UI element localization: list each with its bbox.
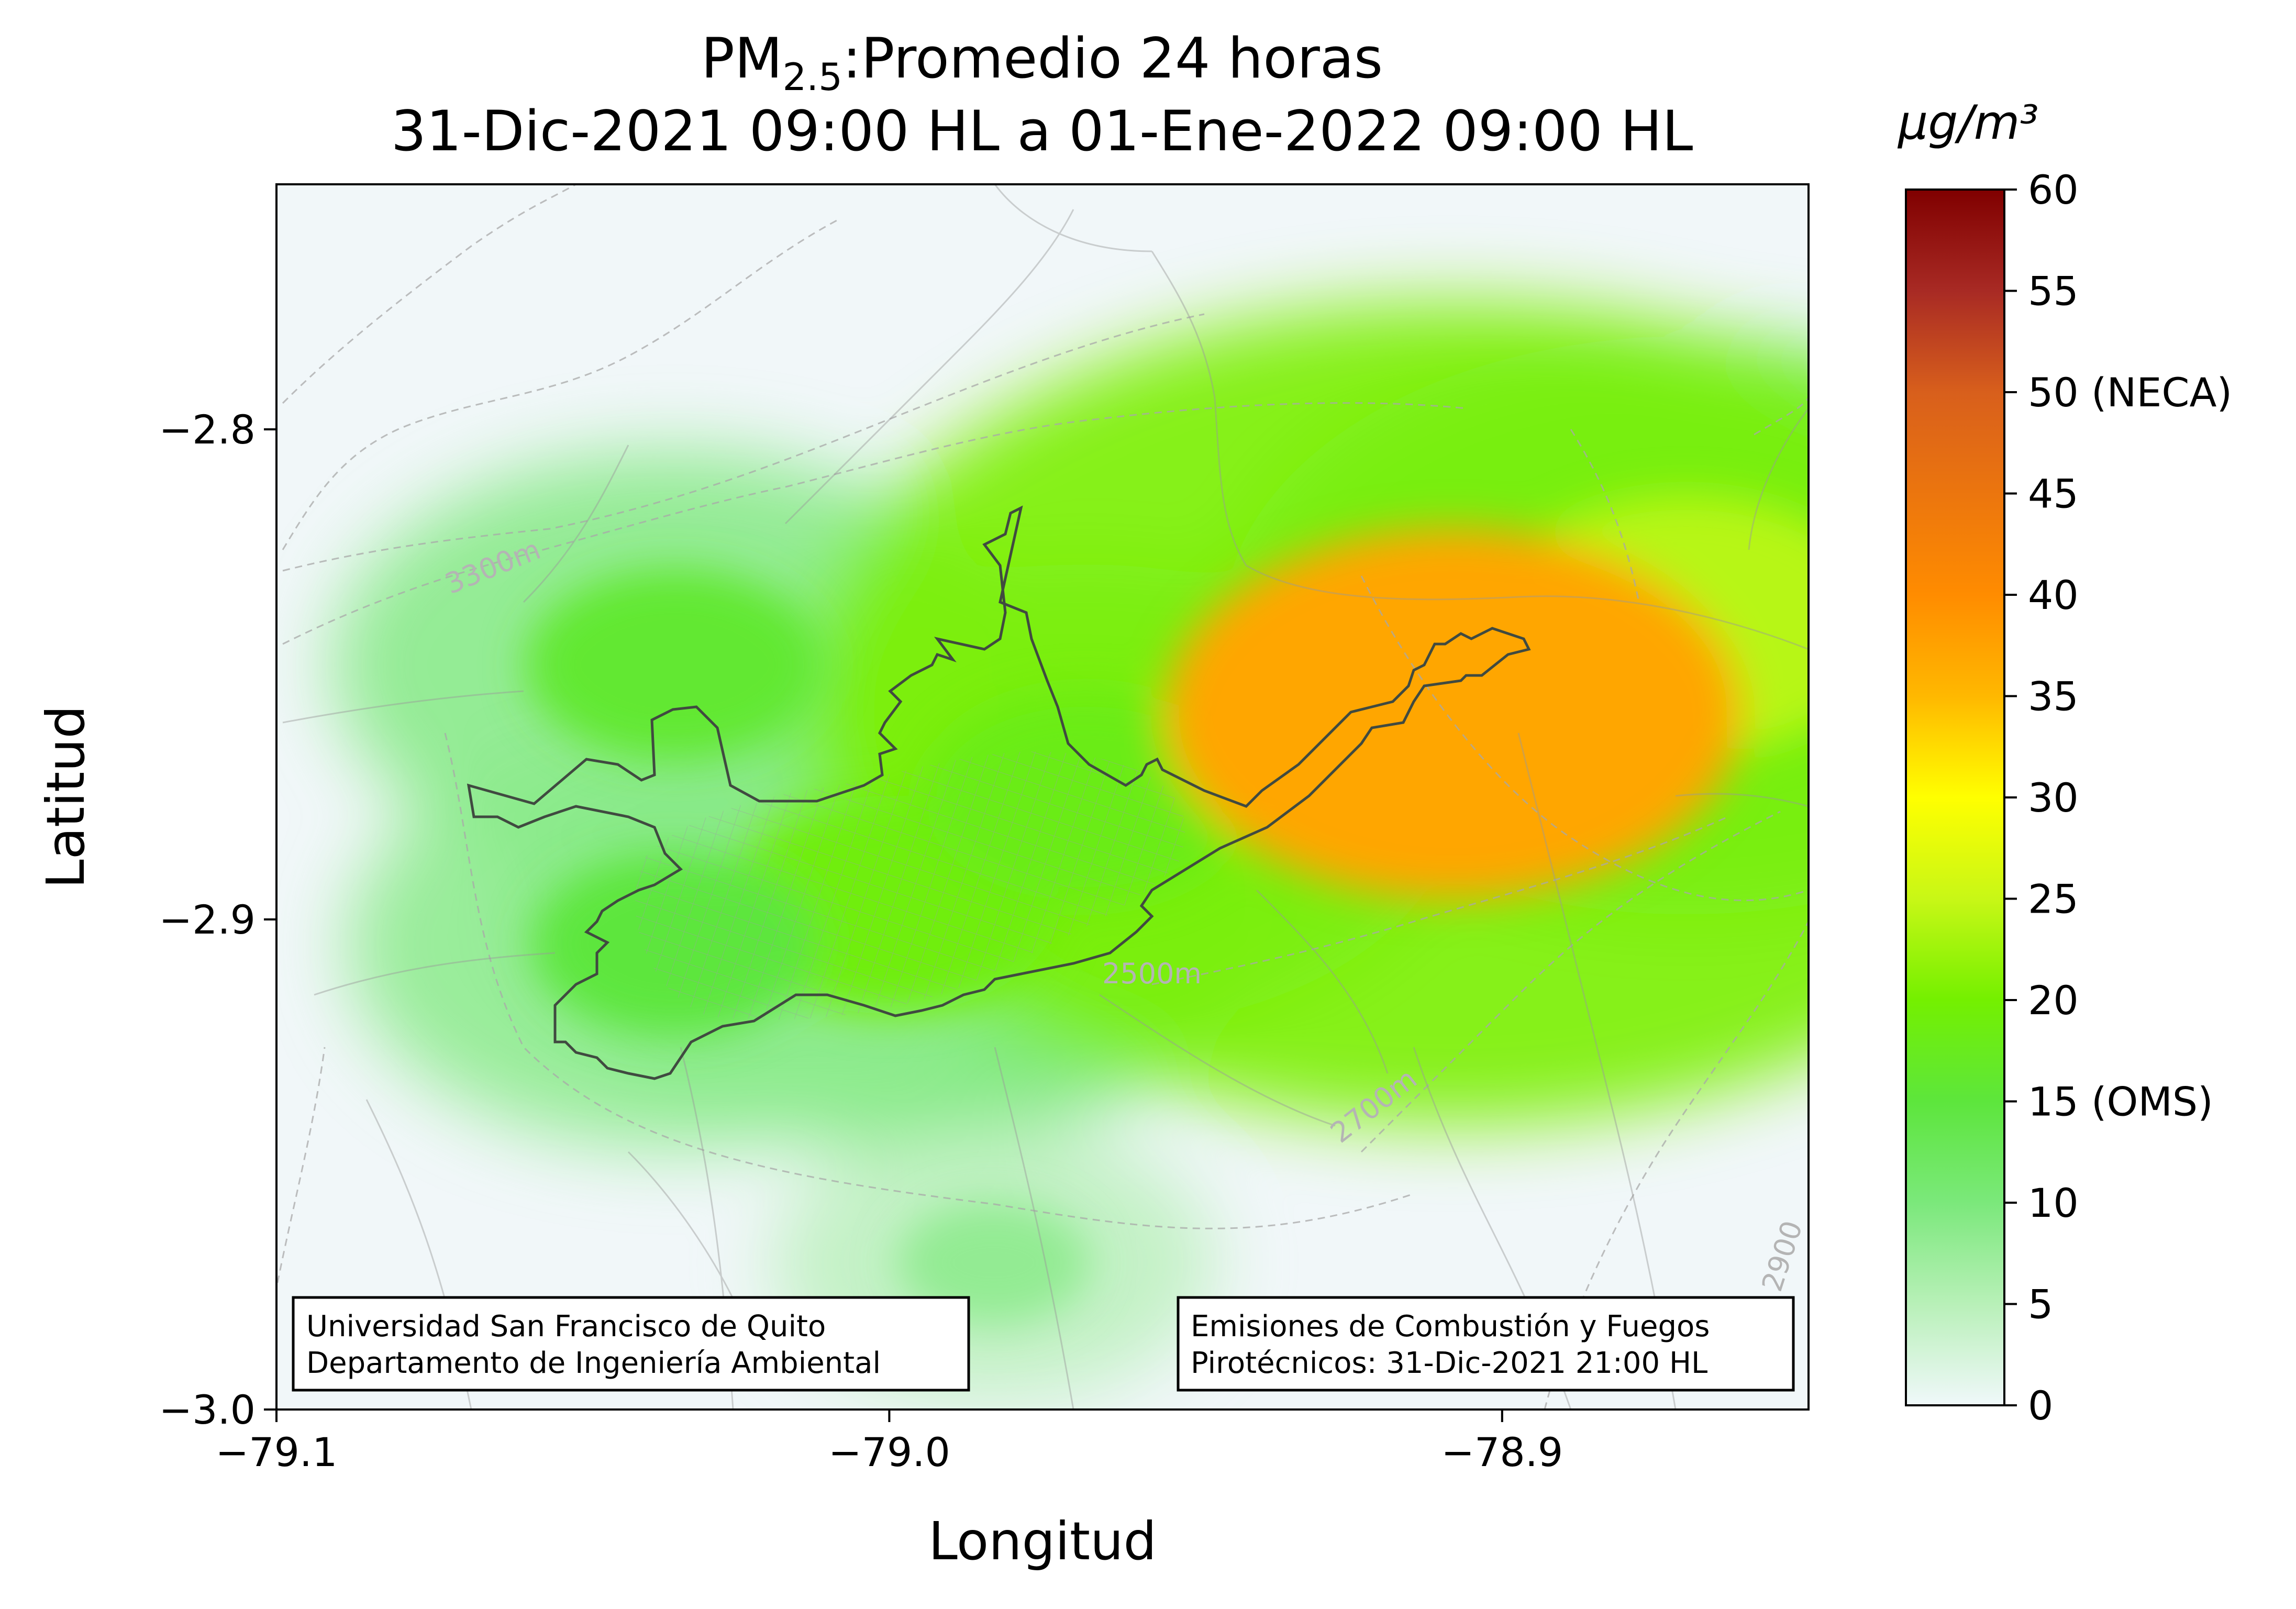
urban-street-grid	[635, 751, 1185, 1020]
urban-boundary-outline	[467, 505, 1531, 1080]
x-tick-label: −79.1	[216, 1429, 338, 1475]
colorbar-tick-label: 60	[2028, 167, 2079, 213]
contour-line	[444, 733, 1414, 1229]
x-tick-label: −79.0	[828, 1429, 950, 1475]
contour-line	[1754, 397, 1809, 436]
y-axis: −2.8 −2.9 −3.0	[159, 406, 276, 1433]
contour-line	[276, 1047, 326, 1283]
colorbar-ticks: 0 5 10 15 (OMS) 20 25 30 35 40 45 50 (NECA) 55 60	[2004, 167, 2232, 1429]
road-line	[314, 952, 556, 996]
road-line	[994, 1047, 1074, 1410]
credits-box: Universidad San Francisco de Quito Depar…	[292, 1296, 970, 1392]
colorbar-bar	[1905, 188, 2005, 1406]
colorbar-tick-label: 35	[2028, 673, 2079, 720]
credits-line2: Departamento de Ingeniería Ambiental	[306, 1346, 881, 1380]
road-line	[784, 209, 1074, 525]
x-tick-label: −78.9	[1441, 1429, 1563, 1475]
contour-line	[1570, 429, 1640, 603]
y-tick-label: −2.8	[159, 406, 256, 453]
colorbar-tick-label: 45	[2028, 471, 2079, 517]
road-line	[282, 690, 524, 724]
contour-line	[1544, 921, 1809, 1410]
x-axis: −79.1 −79.0 −78.9	[216, 1410, 1563, 1475]
contour-label: 2500m	[1102, 957, 1202, 990]
contour-line	[282, 402, 1467, 645]
colorbar-tick-label: 25	[2028, 876, 2079, 923]
y-axis-label: Latitud	[35, 705, 96, 889]
emissions-line2: Pirotécnicos: 31-Dic-2021 21:00 HL	[1191, 1346, 1707, 1380]
road-line	[1151, 251, 1809, 650]
contour-line	[282, 184, 576, 404]
road-line	[1675, 793, 1809, 807]
colorbar-tick-label: 50 (NECA)	[2028, 369, 2232, 416]
y-tick-label: −3.0	[159, 1386, 256, 1433]
contour-line	[1360, 811, 1781, 1153]
colorbar-tick-label: 30	[2028, 774, 2079, 821]
y-tick-label: −2.9	[159, 896, 256, 943]
figure-title-line2: 31-Dic-2021 09:00 HL a 01-Ene-2022 09:00…	[391, 99, 1693, 163]
colorbar-tick-label: 20	[2028, 977, 2079, 1024]
road-line	[523, 445, 629, 603]
figure-title-line1: PM2.5:Promedio 24 horas	[701, 26, 1383, 99]
colorbar-tick-label: 0	[2028, 1382, 2053, 1429]
elevation-contours	[276, 184, 1809, 1410]
colorbar-tick-label: 15 (OMS)	[2028, 1079, 2213, 1125]
colorbar-tick-label: 55	[2028, 268, 2079, 315]
colorbar-unit: μg/m³	[1897, 95, 2038, 150]
road-line	[1748, 408, 1809, 550]
map-plot-area: 3300m 2500m 2700m 2900	[276, 184, 1809, 1410]
road-line	[994, 184, 1152, 252]
contour-line	[282, 219, 838, 550]
emissions-box: Emisiones de Combustión y Fuegos Pirotéc…	[1177, 1296, 1795, 1392]
road-line	[1517, 733, 1677, 1410]
colorbar-tick-label: 40	[2028, 572, 2079, 618]
colorbar: μg/m³ 0 5 10 15 (OMS) 20 25 30 35 40 45 50 (NECA) 5…	[1897, 95, 2232, 1429]
contour-line	[282, 313, 1205, 572]
pm25-concentration-field	[332, 302, 1809, 1401]
hotspot-core-pico	[1164, 528, 1742, 899]
hotspot-core-sur	[896, 1200, 1091, 1325]
plot-frame	[275, 183, 1810, 1411]
x-axis-label: Longitud	[928, 1511, 1157, 1572]
road-line	[1099, 994, 1336, 1127]
hotspot-core-norte	[525, 568, 825, 761]
road-line	[1256, 889, 1389, 1074]
emissions-line1: Emisiones de Combustión y Fuegos	[1191, 1310, 1710, 1344]
credits-line1: Universidad San Francisco de Quito	[306, 1310, 826, 1344]
colorbar-tick-label: 10	[2028, 1180, 2079, 1226]
colorbar-tick-label: 5	[2028, 1281, 2053, 1328]
